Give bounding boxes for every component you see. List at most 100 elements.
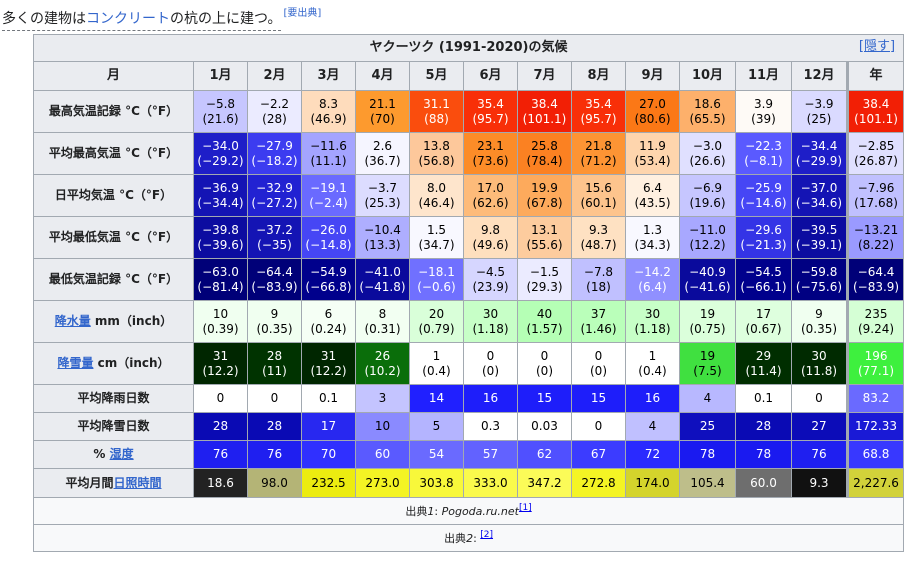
- cell-value: 15: [536, 391, 553, 405]
- cell-imperial-value: (12.2): [310, 363, 347, 378]
- cell-value: 273.0: [365, 475, 400, 490]
- data-cell: 25.8 (78.4): [517, 132, 572, 175]
- cell-value: −4.5: [475, 264, 506, 279]
- cell-value: 31.1: [423, 96, 450, 111]
- cell-value: 60.0: [750, 475, 777, 490]
- cell-value: 272.8: [581, 475, 616, 490]
- header-month: 1月: [193, 61, 248, 91]
- cell-value: 28: [266, 348, 283, 363]
- concrete-link[interactable]: コンクリート: [86, 11, 170, 27]
- row-label: 平均降雨日数: [33, 384, 194, 413]
- citation-needed-link[interactable]: [要出典]: [283, 8, 322, 19]
- cell-imperial-value: (28): [262, 111, 287, 126]
- table-row: 日平均気温 °C（°F） −36.9 (−34.4) −32.9 (−27.2) −19.…: [33, 174, 905, 217]
- cell-imperial-value: (−83.9): [251, 279, 298, 294]
- data-cell: 60: [355, 440, 410, 469]
- cell-value: 38.4: [862, 96, 890, 111]
- cell-value: 172.33: [855, 419, 898, 433]
- row-label-link[interactable]: 日照時間: [113, 475, 162, 490]
- data-cell: −40.9 (−41.6): [679, 258, 736, 301]
- cell-imperial-value: (6.4): [638, 279, 667, 294]
- data-cell: 29 (11.4): [735, 342, 792, 385]
- cell-imperial-value: (48.7): [580, 237, 617, 252]
- cell-value: −13.21: [853, 222, 899, 237]
- cell-value: 9.3: [809, 475, 829, 490]
- cell-value: 347.2: [527, 475, 562, 490]
- cell-imperial-value: (1.18): [472, 321, 509, 336]
- cell-value: 13.8: [423, 138, 450, 153]
- cell-value: 27.0: [639, 96, 666, 111]
- cell-imperial-value: (34.7): [418, 237, 455, 252]
- cell-imperial-value: (−8.1): [744, 153, 783, 168]
- row-label-link[interactable]: 湿度: [109, 447, 134, 461]
- data-cell: −39.5 (−39.1): [791, 216, 848, 259]
- cell-value: −39.5: [800, 222, 838, 237]
- source2-num: 2: [466, 532, 474, 546]
- data-cell: 67: [571, 440, 626, 469]
- table-row: 平均降雨日数 0 0 0.1 3 14 16 15 15 16 4 0.1 0 83.2: [33, 384, 905, 413]
- cell-imperial-value: (−14.6): [740, 195, 787, 210]
- cell-value: 303.8: [419, 475, 454, 490]
- source2-ref-link[interactable]: [2]: [480, 530, 494, 541]
- cell-value: 0: [486, 348, 495, 363]
- cell-imperial-value: (11): [262, 363, 287, 378]
- cell-imperial-value: (0.67): [745, 321, 782, 336]
- cell-value: 28: [755, 419, 772, 433]
- cell-value: 174.0: [635, 475, 670, 490]
- cell-value: 17: [755, 306, 772, 321]
- cell-imperial-value: (8.22): [857, 237, 895, 252]
- cell-value: −26.0: [310, 222, 347, 237]
- header-month: 9月: [625, 61, 680, 91]
- data-cell: 4: [679, 384, 736, 413]
- row-label-link[interactable]: 降水量: [54, 314, 91, 328]
- cell-value: −7.96: [857, 180, 895, 195]
- header-month: 7月: [517, 61, 572, 91]
- cell-imperial-value: (34.3): [634, 237, 671, 252]
- cell-value: 9: [815, 306, 823, 321]
- hide-toggle-link[interactable]: [隠す]: [858, 39, 896, 54]
- cell-value: 35.4: [477, 96, 504, 111]
- cell-value: 9.8: [480, 222, 501, 237]
- cell-value: 21.8: [585, 138, 612, 153]
- data-cell: 0.03: [517, 412, 572, 441]
- source1-ref-link[interactable]: [1]: [518, 503, 532, 514]
- table-row: 最低気温記録 °C（°F） −63.0 (−81.4) −64.4 (−83.9) −54…: [33, 258, 905, 301]
- row-label-prefix: %: [93, 447, 110, 461]
- data-cell: 1 (0.4): [625, 342, 680, 385]
- data-cell: 10 (0.39): [193, 300, 248, 343]
- cell-imperial-value: (21.6): [202, 111, 239, 126]
- data-cell: 0: [791, 384, 848, 413]
- cell-imperial-value: (78.4): [526, 153, 563, 168]
- cell-value: 0.3: [480, 419, 501, 433]
- year-cell: 235 (9.24): [845, 300, 905, 343]
- data-cell: −4.5 (23.9): [463, 258, 518, 301]
- header-month-label: 月: [33, 61, 194, 91]
- data-cell: 30 (1.18): [463, 300, 518, 343]
- header-month: 3月: [301, 61, 356, 91]
- data-cell: 232.5: [301, 468, 356, 498]
- cell-value: 57: [482, 447, 499, 461]
- cell-imperial-value: (−83.9): [852, 279, 900, 294]
- data-cell: 273.0: [355, 468, 410, 498]
- data-cell: 6 (0.24): [301, 300, 356, 343]
- cell-value: 0: [594, 348, 603, 363]
- cell-imperial-value: (77.1): [857, 363, 895, 378]
- data-cell: 18.6 (65.5): [679, 90, 736, 133]
- cell-value: −40.9: [689, 264, 726, 279]
- data-cell: 27: [791, 412, 848, 441]
- data-cell: 76: [193, 440, 248, 469]
- cell-imperial-value: (26.87): [854, 153, 898, 168]
- cell-value: −37.2: [256, 222, 293, 237]
- cell-imperial-value: (−41.8): [359, 279, 406, 294]
- cell-imperial-value: (−75.6): [795, 279, 843, 294]
- cell-value: −29.6: [745, 222, 782, 237]
- table-row: 平均最低気温 °C（°F） −39.8 (−39.6) −37.2 (−35) −26.0…: [33, 216, 905, 259]
- cell-imperial-value: (−39.6): [197, 237, 244, 252]
- data-cell: 19 (0.75): [679, 300, 736, 343]
- cell-value: 76: [811, 447, 827, 461]
- year-cell: 38.4 (101.1): [845, 90, 905, 133]
- data-cell: 347.2: [517, 468, 572, 498]
- row-label-link[interactable]: 降雪量: [57, 356, 94, 370]
- cell-imperial-value: (−29.2): [197, 153, 244, 168]
- data-cell: −3.7 (25.3): [355, 174, 410, 217]
